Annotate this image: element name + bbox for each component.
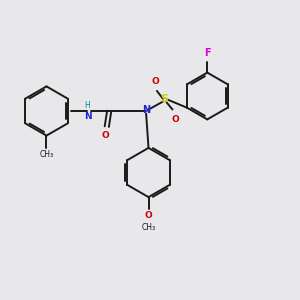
Text: CH₃: CH₃ (39, 150, 54, 159)
Text: O: O (102, 131, 110, 140)
Text: N: N (84, 112, 92, 121)
Text: O: O (172, 115, 179, 124)
Text: O: O (151, 76, 159, 85)
Text: F: F (205, 49, 211, 58)
Text: CH₃: CH₃ (141, 223, 156, 232)
Text: H: H (85, 101, 91, 110)
Text: O: O (144, 211, 152, 220)
Text: N: N (142, 105, 150, 116)
Text: S: S (161, 94, 169, 104)
